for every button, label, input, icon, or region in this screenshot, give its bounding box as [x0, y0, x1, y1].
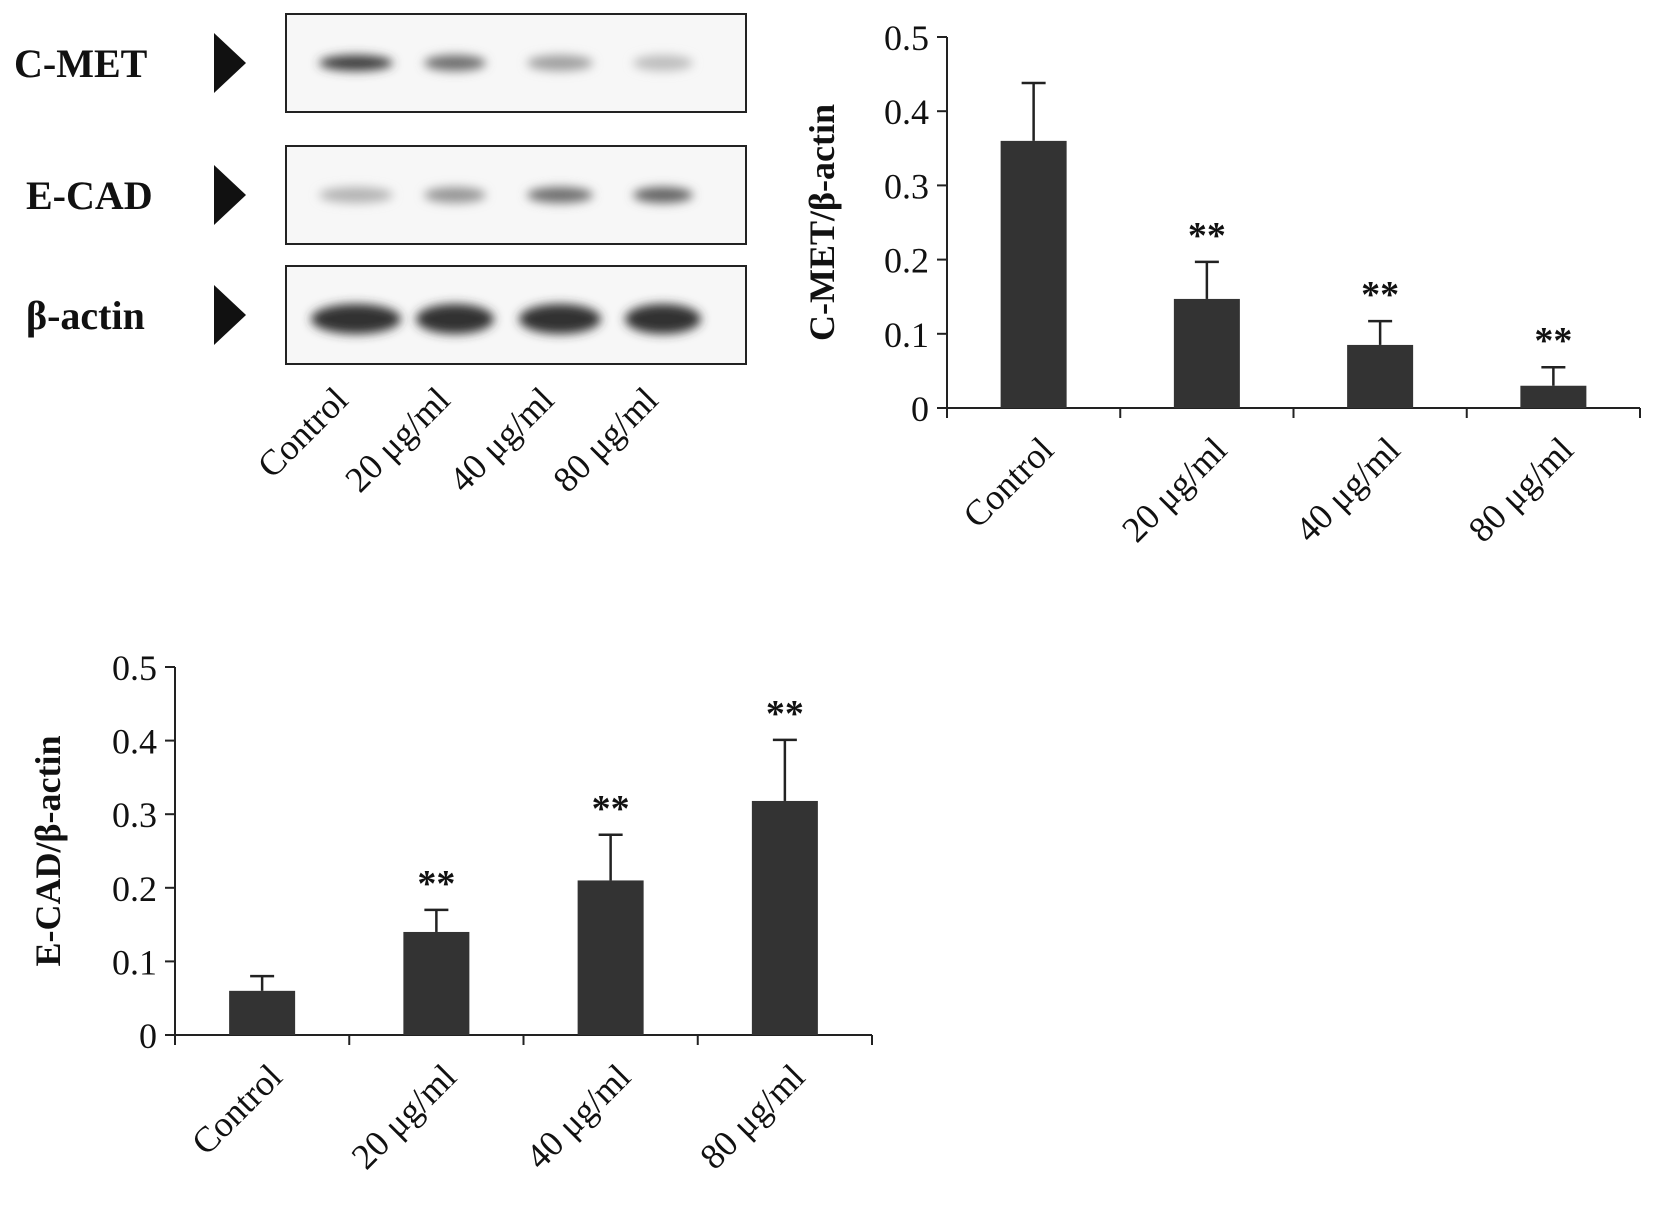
x-tick-label: Control	[184, 1056, 290, 1162]
bar	[1520, 385, 1587, 408]
blot-row-label: β-actin	[26, 293, 145, 338]
y-tick-label: 0.4	[884, 92, 929, 132]
significance-label: **	[1534, 320, 1572, 362]
arrowhead-icon	[214, 285, 246, 345]
bar	[403, 931, 470, 1035]
blot-row-label: E-CAD	[26, 173, 153, 218]
blot-band	[319, 187, 393, 203]
c-met-bar-chart: 0 0.1 0.2 0.3 0.4 0.5 C-MET/β-actin Control ** 20…	[802, 18, 1641, 550]
x-tick-label: 20 μg/ml	[344, 1056, 464, 1176]
blot-lane-label: 40 μg/ml	[441, 379, 561, 499]
blot-band	[424, 55, 486, 71]
bar	[229, 990, 296, 1035]
x-tick-label: 40 μg/ml	[1287, 429, 1407, 549]
blot-band	[633, 187, 693, 203]
x-tick-label: 80 μg/ml	[692, 1056, 812, 1176]
y-axis-title: C-MET/β-actin	[802, 104, 842, 341]
y-tick-label: 0.4	[112, 722, 157, 762]
y-tick-label: 0.2	[884, 241, 929, 281]
y-tick-label: 0.1	[884, 315, 929, 355]
y-tick-label: 0	[139, 1016, 157, 1056]
significance-label: **	[1188, 215, 1226, 257]
y-tick-label: 0.1	[112, 942, 157, 982]
e-cad-bar-chart: 0 0.1 0.2 0.3 0.4 0.5 E-CAD/β-actin Control ** 20…	[28, 648, 873, 1177]
significance-label: **	[1361, 274, 1399, 316]
x-tick-label: 20 μg/ml	[1114, 429, 1234, 549]
bar	[577, 880, 644, 1035]
y-tick-label: 0.3	[884, 166, 929, 206]
bar	[1000, 140, 1067, 408]
blot-row-label: C-MET	[14, 41, 148, 86]
y-tick-label: 0.5	[112, 648, 157, 688]
blot-band	[633, 55, 693, 71]
y-tick-label: 0.3	[112, 795, 157, 835]
significance-label: **	[766, 693, 804, 735]
blot-band	[416, 304, 494, 334]
significance-label: **	[592, 788, 630, 830]
arrowhead-icon	[214, 165, 246, 225]
blot-band	[625, 304, 701, 334]
bar	[1347, 344, 1414, 408]
blot-band	[527, 187, 593, 203]
x-tick-label: Control	[955, 429, 1061, 535]
blot-band	[311, 304, 401, 334]
blot-band	[424, 187, 486, 203]
y-tick-label: 0.5	[884, 18, 929, 58]
y-tick-label: 0.2	[112, 869, 157, 909]
x-tick-label: 80 μg/ml	[1461, 429, 1581, 549]
blot-band	[527, 55, 593, 71]
bar	[751, 800, 818, 1035]
y-tick-label: 0	[911, 389, 929, 429]
bar	[1173, 298, 1240, 408]
x-tick-label: 40 μg/ml	[518, 1056, 638, 1176]
arrowhead-icon	[214, 33, 246, 93]
blot-band	[319, 55, 393, 71]
blot-lane-label: 80 μg/ml	[545, 379, 665, 499]
significance-label: **	[417, 863, 455, 905]
blot-band	[519, 304, 601, 334]
y-axis-title: E-CAD/β-actin	[28, 736, 68, 967]
blot-lane-label: 20 μg/ml	[337, 379, 457, 499]
